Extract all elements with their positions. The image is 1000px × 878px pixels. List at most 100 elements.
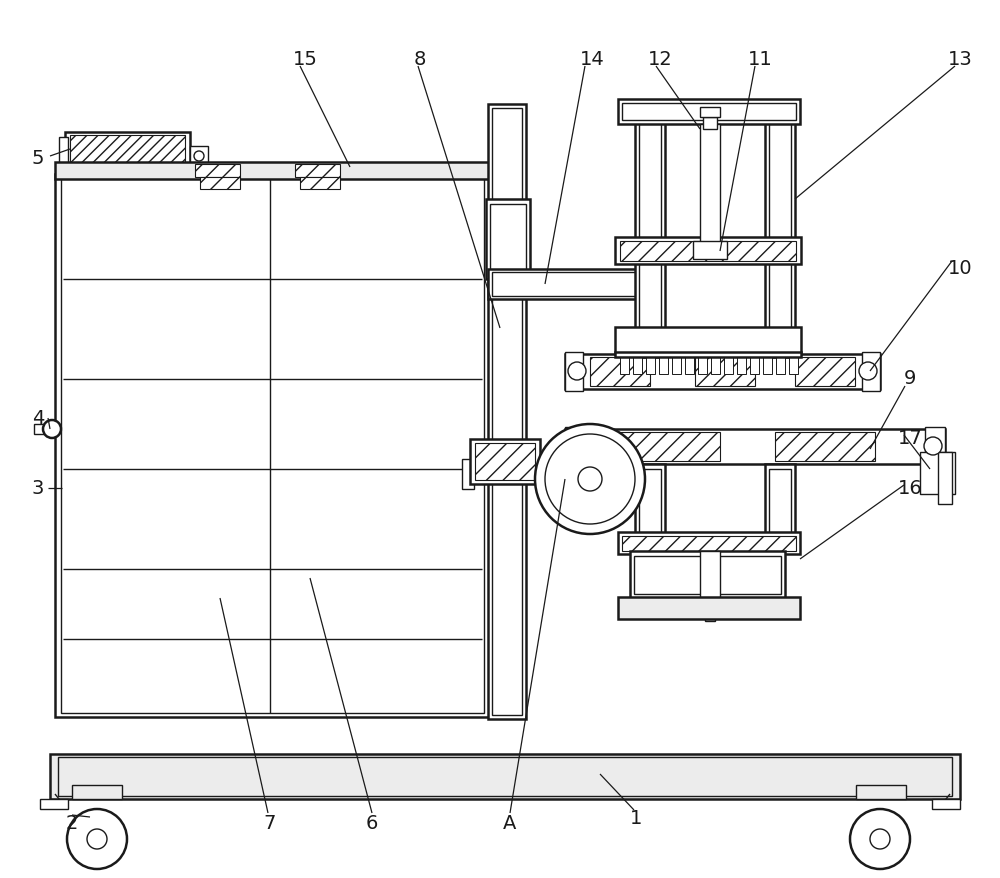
Bar: [195, 165, 240, 178]
Bar: [492, 273, 639, 297]
Bar: [620, 241, 796, 262]
Bar: [634, 557, 781, 594]
Bar: [50, 754, 960, 799]
Text: 14: 14: [580, 49, 604, 68]
Bar: [769, 110, 791, 353]
Bar: [565, 355, 880, 390]
Bar: [633, 353, 642, 375]
Bar: [475, 443, 535, 480]
Bar: [620, 433, 720, 462]
Text: 8: 8: [414, 49, 426, 68]
Bar: [630, 551, 785, 600]
Bar: [703, 118, 717, 130]
Bar: [750, 353, 759, 375]
Bar: [622, 104, 796, 121]
Circle shape: [568, 437, 586, 456]
Bar: [695, 357, 755, 386]
Bar: [769, 470, 791, 535]
Circle shape: [578, 467, 602, 492]
Bar: [488, 270, 643, 299]
Bar: [705, 608, 715, 622]
Text: 13: 13: [948, 49, 972, 68]
Bar: [635, 464, 665, 539]
Bar: [938, 452, 952, 505]
Bar: [492, 109, 522, 716]
Bar: [190, 147, 208, 167]
Bar: [565, 429, 945, 464]
Bar: [488, 104, 526, 719]
Bar: [618, 597, 800, 619]
Circle shape: [850, 810, 910, 869]
Bar: [765, 104, 795, 357]
Bar: [59, 138, 68, 169]
Circle shape: [568, 363, 586, 380]
Bar: [615, 353, 801, 357]
Circle shape: [545, 435, 635, 524]
Bar: [700, 108, 720, 118]
Bar: [490, 205, 526, 275]
Circle shape: [535, 425, 645, 535]
Bar: [789, 353, 798, 375]
Circle shape: [194, 152, 204, 162]
Bar: [61, 179, 484, 713]
Bar: [763, 353, 772, 375]
Bar: [724, 353, 733, 375]
Text: A: A: [503, 814, 517, 832]
Bar: [565, 353, 583, 392]
Bar: [72, 785, 122, 799]
Bar: [711, 353, 720, 375]
Bar: [295, 165, 340, 178]
Bar: [776, 353, 785, 375]
Bar: [685, 353, 694, 375]
Text: 16: 16: [898, 479, 922, 498]
Text: 9: 9: [904, 369, 916, 388]
Text: 1: 1: [630, 809, 642, 828]
Bar: [538, 460, 563, 472]
Bar: [932, 799, 960, 810]
Bar: [698, 353, 707, 375]
Bar: [70, 136, 185, 172]
Bar: [590, 357, 650, 386]
Text: 5: 5: [32, 149, 44, 169]
Circle shape: [924, 437, 942, 456]
Bar: [618, 532, 800, 554]
Bar: [700, 551, 720, 609]
Bar: [40, 799, 68, 810]
Text: 10: 10: [948, 259, 972, 278]
Bar: [300, 178, 340, 190]
Bar: [470, 465, 560, 478]
Bar: [65, 133, 190, 175]
Bar: [693, 241, 727, 260]
Bar: [615, 238, 801, 264]
Bar: [765, 464, 795, 539]
Bar: [672, 353, 681, 375]
Text: 6: 6: [366, 814, 378, 832]
Bar: [565, 428, 585, 466]
Text: 15: 15: [293, 49, 317, 68]
Circle shape: [870, 829, 890, 849]
Bar: [55, 162, 490, 180]
Bar: [618, 100, 800, 125]
Bar: [470, 440, 540, 485]
Text: 17: 17: [898, 429, 922, 448]
Bar: [622, 536, 796, 551]
Bar: [620, 353, 629, 375]
Text: 7: 7: [264, 814, 276, 832]
Circle shape: [43, 421, 61, 438]
Bar: [920, 452, 955, 494]
Text: 2: 2: [66, 814, 78, 832]
Bar: [862, 353, 880, 392]
Text: 11: 11: [748, 49, 772, 68]
Bar: [34, 425, 54, 435]
Bar: [58, 757, 952, 796]
Bar: [200, 178, 240, 190]
Bar: [635, 104, 665, 357]
Bar: [775, 433, 875, 462]
Bar: [737, 353, 746, 375]
Bar: [55, 175, 490, 717]
Circle shape: [859, 363, 877, 380]
Bar: [639, 470, 661, 535]
Circle shape: [67, 810, 127, 869]
Bar: [646, 353, 655, 375]
Bar: [700, 125, 720, 245]
